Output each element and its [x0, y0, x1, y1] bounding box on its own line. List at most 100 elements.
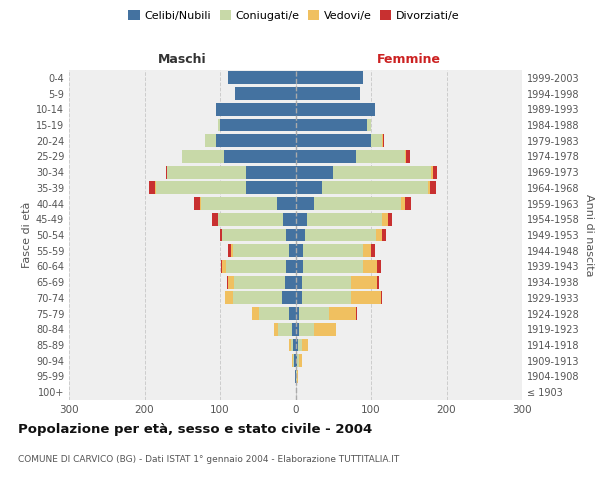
Bar [224, 150, 296, 163]
Bar [297, 354, 299, 367]
Bar [329, 307, 356, 320]
Bar [296, 87, 359, 100]
Bar [282, 292, 296, 304]
Bar [286, 228, 296, 241]
Bar [383, 134, 384, 147]
Bar [218, 118, 220, 132]
Bar [305, 228, 376, 241]
Bar [356, 150, 405, 163]
Bar [253, 307, 259, 320]
Bar [377, 276, 379, 288]
Bar [227, 276, 233, 288]
Bar [401, 197, 405, 210]
Bar [289, 244, 296, 257]
Bar [296, 134, 371, 147]
Bar [302, 276, 350, 288]
Bar [298, 338, 302, 351]
Bar [194, 197, 200, 210]
Bar [289, 307, 296, 320]
Bar [291, 338, 293, 351]
Bar [226, 260, 286, 273]
Bar [299, 323, 314, 336]
Bar [405, 150, 406, 163]
Bar [314, 323, 336, 336]
Bar [212, 213, 218, 226]
Bar [433, 166, 437, 178]
Bar [430, 182, 436, 194]
Bar [182, 150, 224, 163]
Bar [295, 370, 296, 383]
Bar [200, 197, 201, 210]
Bar [221, 228, 222, 241]
Bar [201, 197, 277, 210]
Bar [296, 244, 303, 257]
Bar [286, 260, 296, 273]
Bar [303, 244, 364, 257]
Bar [299, 307, 329, 320]
Bar [377, 260, 381, 273]
Bar [278, 323, 292, 336]
Bar [220, 118, 296, 132]
Bar [289, 338, 291, 351]
Bar [293, 338, 296, 351]
Text: Maschi: Maschi [158, 53, 206, 66]
Bar [224, 292, 225, 304]
Bar [233, 276, 285, 288]
Bar [350, 292, 381, 304]
Bar [296, 197, 314, 210]
Bar [364, 244, 371, 257]
Bar [296, 213, 307, 226]
Bar [314, 197, 401, 210]
Bar [225, 292, 233, 304]
Bar [381, 292, 382, 304]
Bar [371, 244, 375, 257]
Bar [382, 213, 388, 226]
Legend: Celibi/Nubili, Coniugati/e, Vedovi/e, Divorziati/e: Celibi/Nubili, Coniugati/e, Vedovi/e, Di… [126, 8, 462, 23]
Bar [232, 244, 233, 257]
Bar [222, 228, 286, 241]
Bar [296, 228, 305, 241]
Bar [296, 276, 302, 288]
Bar [405, 197, 411, 210]
Bar [431, 166, 433, 178]
Bar [155, 182, 156, 194]
Bar [406, 150, 410, 163]
Bar [277, 197, 296, 210]
Bar [428, 182, 430, 194]
Bar [296, 370, 297, 383]
Bar [294, 354, 296, 367]
Bar [296, 150, 356, 163]
Bar [292, 323, 296, 336]
Bar [333, 166, 431, 178]
Bar [296, 323, 299, 336]
Bar [303, 260, 364, 273]
Bar [297, 370, 298, 383]
Bar [296, 72, 364, 85]
Bar [259, 307, 289, 320]
Bar [221, 260, 222, 273]
Bar [167, 166, 247, 178]
Bar [350, 276, 377, 288]
Bar [247, 182, 296, 194]
Bar [216, 134, 296, 147]
Bar [293, 354, 294, 367]
Bar [307, 213, 382, 226]
Bar [252, 307, 253, 320]
Bar [285, 276, 296, 288]
Bar [227, 72, 296, 85]
Bar [302, 292, 350, 304]
Bar [233, 244, 289, 257]
Bar [296, 338, 298, 351]
Bar [296, 354, 297, 367]
Bar [292, 354, 293, 367]
Bar [376, 228, 382, 241]
Text: COMUNE DI CARVICO (BG) - Dati ISTAT 1° gennaio 2004 - Elaborazione TUTTITALIA.IT: COMUNE DI CARVICO (BG) - Dati ISTAT 1° g… [18, 455, 399, 464]
Bar [247, 166, 296, 178]
Bar [296, 292, 302, 304]
Bar [299, 354, 302, 367]
Bar [156, 182, 247, 194]
Bar [283, 213, 296, 226]
Bar [296, 103, 375, 116]
Bar [235, 87, 296, 100]
Bar [220, 228, 221, 241]
